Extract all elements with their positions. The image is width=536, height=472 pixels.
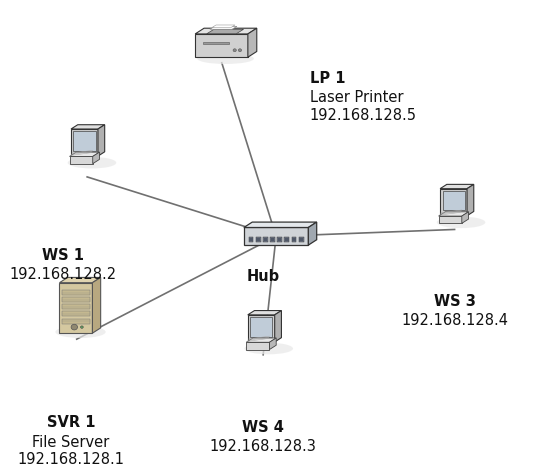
Text: Hub: Hub [247,270,280,284]
FancyBboxPatch shape [250,317,272,337]
Bar [299,237,303,242]
Bar [62,312,90,317]
Bar [300,238,303,241]
Text: File Server
192.168.128.1: File Server 192.168.128.1 [17,435,124,467]
Text: LP 1: LP 1 [310,71,345,86]
Polygon shape [210,26,237,29]
Bar [62,290,90,295]
Bar [292,237,296,242]
Bar [256,237,260,242]
Polygon shape [440,185,474,189]
Bar [62,319,90,324]
Polygon shape [207,29,243,34]
Ellipse shape [197,53,254,64]
Text: WS 3: WS 3 [435,294,477,309]
Polygon shape [248,311,281,315]
Ellipse shape [244,343,293,354]
Polygon shape [462,212,468,223]
FancyBboxPatch shape [73,131,95,151]
Bar [270,237,275,242]
Bar [244,228,308,245]
Polygon shape [308,222,317,245]
Bar [62,304,90,310]
Polygon shape [195,28,257,34]
Polygon shape [70,152,100,156]
Bar [278,238,281,241]
Bar [81,156,87,159]
Bar [263,237,268,242]
Polygon shape [76,156,97,159]
Bar [271,238,274,241]
Circle shape [239,49,242,51]
Bar [70,156,93,164]
FancyBboxPatch shape [248,315,274,342]
Bar [249,238,252,241]
Polygon shape [59,278,101,283]
Bar [264,238,267,241]
Polygon shape [274,311,281,342]
Polygon shape [92,278,101,333]
Bar [62,297,90,303]
Polygon shape [71,125,105,129]
Text: WS 4: WS 4 [242,420,284,435]
Circle shape [233,49,236,51]
FancyBboxPatch shape [443,191,465,211]
Bar [451,216,457,219]
Polygon shape [438,212,468,216]
Text: 192.168.128.3: 192.168.128.3 [210,439,317,454]
FancyBboxPatch shape [71,129,98,156]
Bar [246,342,270,350]
Bar [249,237,254,242]
Text: 192.168.128.2: 192.168.128.2 [10,267,116,282]
Bar [285,238,288,241]
Text: SVR 1: SVR 1 [47,415,95,430]
Bar [203,42,229,44]
Text: Laser Printer
192.168.128.5: Laser Printer 192.168.128.5 [310,91,417,123]
Polygon shape [270,338,276,350]
Polygon shape [246,338,276,342]
Ellipse shape [68,157,116,169]
Ellipse shape [55,326,106,338]
Polygon shape [93,152,100,164]
Polygon shape [98,125,105,156]
Polygon shape [212,25,235,27]
Bar [438,216,462,223]
Bar [292,238,296,241]
Polygon shape [248,28,257,57]
Bar [195,34,248,57]
Bar [257,238,260,241]
Polygon shape [445,216,466,219]
Polygon shape [244,222,317,228]
Circle shape [71,324,78,330]
Bar [258,342,264,345]
Bar [59,283,92,333]
FancyBboxPatch shape [440,189,467,216]
Circle shape [80,326,83,329]
Bar [285,237,289,242]
Text: WS 1: WS 1 [42,248,84,263]
Ellipse shape [437,217,486,228]
Bar [277,237,282,242]
Polygon shape [253,342,274,345]
Text: 192.168.128.4: 192.168.128.4 [402,313,509,328]
Polygon shape [467,185,474,216]
